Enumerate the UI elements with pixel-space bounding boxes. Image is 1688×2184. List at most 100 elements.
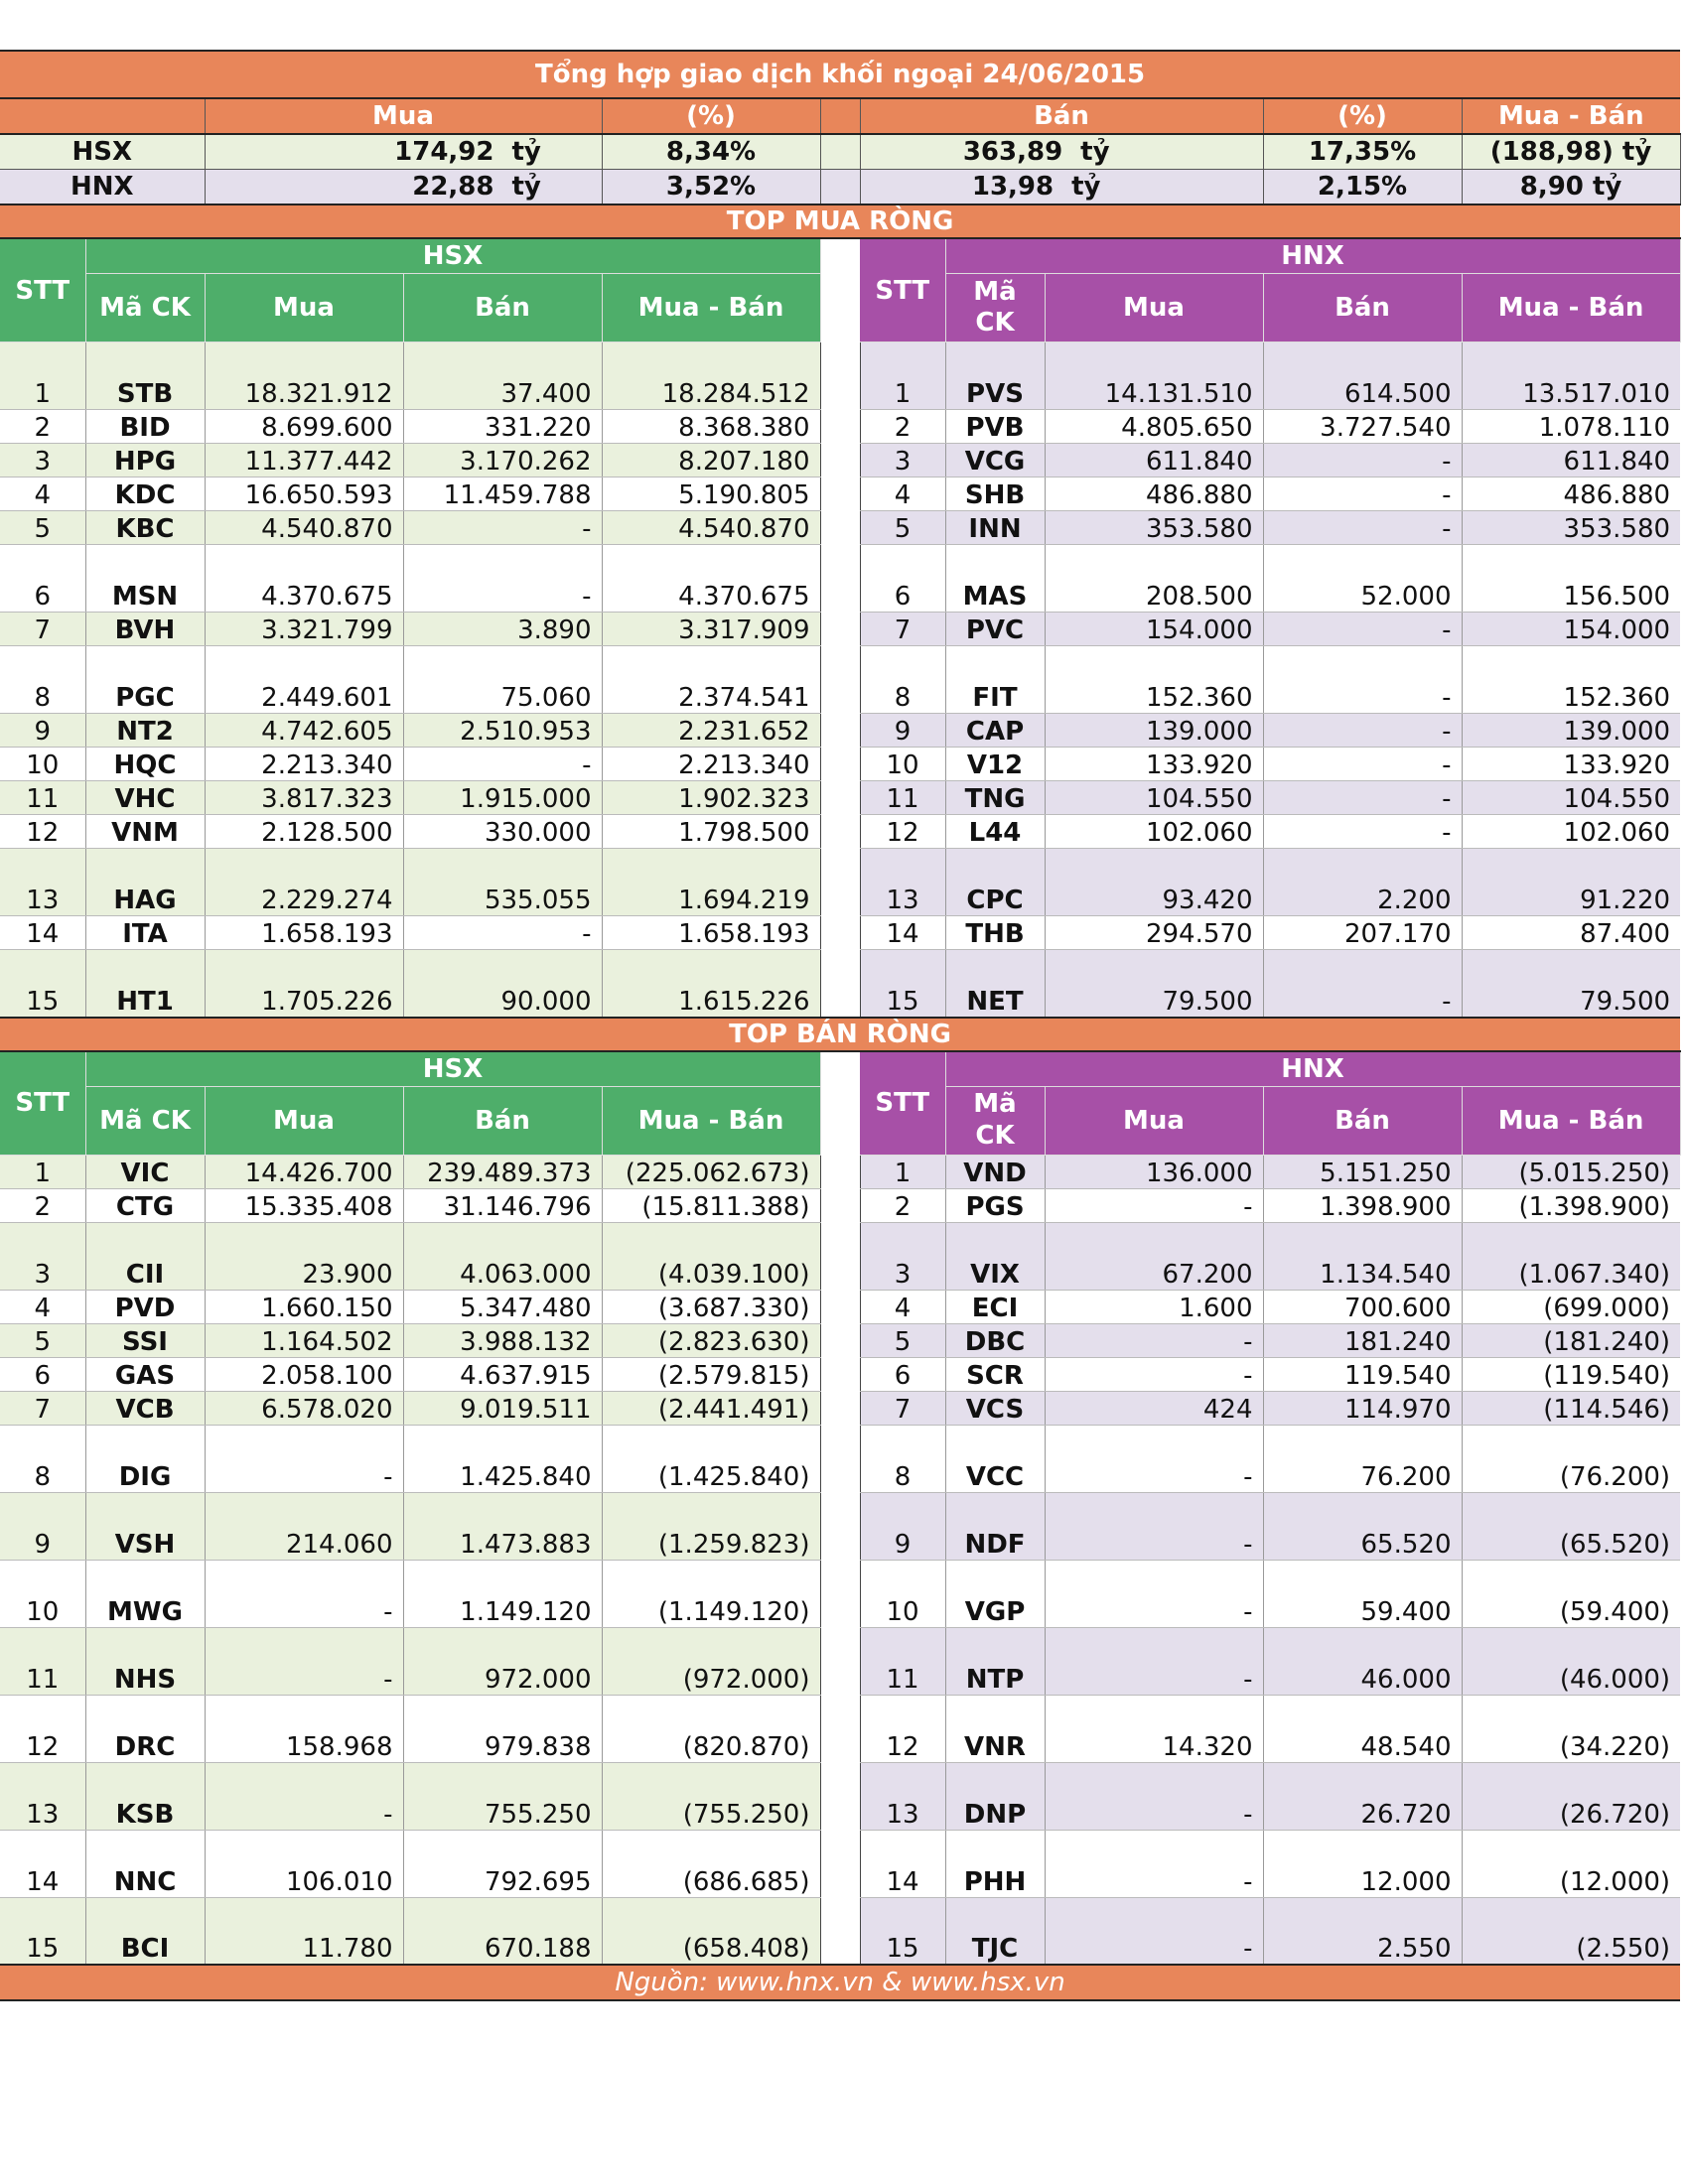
- summary-ban-unit: tỷ: [1080, 137, 1110, 167]
- column-gap: [820, 1050, 860, 1155]
- hsx-mua-header: Mua: [205, 1086, 404, 1156]
- row-gap: [820, 1188, 860, 1222]
- hsx-ban: 972.000: [403, 1627, 603, 1696]
- hsx-stt: 6: [0, 1357, 86, 1392]
- hsx-stt: 7: [0, 1391, 86, 1426]
- section-header-row: STT HSX STT HNX: [0, 238, 1681, 342]
- table-row: 8 PGC 2.449.601 75.060 2.374.541 8 FIT 152.360-…: [0, 645, 1681, 714]
- summary-ban-unit: tỷ: [1071, 172, 1101, 202]
- hnx-ban: 48.540: [1263, 1695, 1463, 1763]
- table-row: 9 NT2 4.742.605 2.510.953 2.231.652 9 CAP 139.0…: [0, 713, 1681, 748]
- row-gap: [820, 1323, 860, 1357]
- hsx-code: BCI: [85, 1897, 206, 1966]
- hsx-ban: 755.250: [403, 1762, 603, 1831]
- hsx-net: (1.425.840): [602, 1425, 821, 1493]
- hsx-stt-header: STT: [0, 238, 86, 342]
- row-gap: [820, 443, 860, 478]
- hnx-code: VCG: [945, 443, 1046, 478]
- table-row: 3 CII 23.900 4.063.000 (4.039.100) 3 VIX 67.200…: [0, 1222, 1681, 1291]
- table-row: 6 MSN 4.370.675-4.370.675 6 MAS 208.500 52.000…: [0, 544, 1681, 613]
- hnx-stt: 2: [859, 1188, 946, 1223]
- hsx-stt: 5: [0, 510, 86, 545]
- hnx-net: 91.220: [1462, 848, 1681, 916]
- hnx-net: 154.000: [1462, 612, 1681, 646]
- hnx-mua: 79.500: [1045, 949, 1264, 1018]
- hnx-mua: 14.131.510: [1045, 341, 1264, 410]
- hnx-ban-header: Bán: [1263, 1086, 1463, 1156]
- table-row: 4 KDC 16.650.593 11.459.788 5.190.805 4 SHB 486…: [0, 477, 1681, 511]
- hnx-stt: 1: [859, 341, 946, 410]
- hsx-mua: 18.321.912: [205, 341, 404, 410]
- summary-gap-cell: [820, 134, 861, 170]
- hsx-mua: 106.010: [205, 1830, 404, 1898]
- hnx-code: VCS: [945, 1391, 1046, 1426]
- hsx-stt: 11: [0, 1627, 86, 1696]
- hnx-net: (114.546): [1462, 1391, 1681, 1426]
- row-gap: [820, 1627, 860, 1695]
- hsx-code: NHS: [85, 1627, 206, 1696]
- hnx-ban: 12.000: [1263, 1830, 1463, 1898]
- hnx-ban: 52.000: [1263, 544, 1463, 613]
- hnx-ban: -: [1263, 612, 1463, 646]
- summary-ban-cell: 13,98 tỷ: [860, 169, 1264, 205]
- hsx-ban: 90.000: [403, 949, 603, 1018]
- hnx-code: DBC: [945, 1323, 1046, 1358]
- hsx-net: (755.250): [602, 1762, 821, 1831]
- summary-mua-pct: 8,34%: [602, 134, 821, 170]
- hnx-net: (59.400): [1462, 1560, 1681, 1628]
- hnx-ban: -: [1263, 780, 1463, 815]
- hsx-stt: 5: [0, 1323, 86, 1358]
- hsx-mua: 4.540.870: [205, 510, 404, 545]
- table-row: 5 SSI 1.164.502 3.988.132 (2.823.630) 5 DBC -18…: [0, 1323, 1681, 1358]
- hnx-ban: -: [1263, 747, 1463, 781]
- hnx-mua: -: [1045, 1357, 1264, 1392]
- hsx-mua: 2.213.340: [205, 747, 404, 781]
- hnx-stt: 8: [859, 645, 946, 714]
- hnx-code: ECI: [945, 1290, 1046, 1324]
- hnx-code: NDF: [945, 1492, 1046, 1561]
- row-gap: [820, 341, 860, 410]
- hnx-code: PVC: [945, 612, 1046, 646]
- hnx-mua: 611.840: [1045, 443, 1264, 478]
- hsx-stt: 1: [0, 1155, 86, 1189]
- row-gap: [820, 409, 860, 444]
- summary-mua-unit: tỷ: [511, 172, 541, 202]
- row-gap: [820, 544, 860, 613]
- hnx-net: (119.540): [1462, 1357, 1681, 1392]
- hnx-ban: 65.520: [1263, 1492, 1463, 1561]
- hnx-code: SHB: [945, 477, 1046, 511]
- hsx-code: ITA: [85, 915, 206, 950]
- hsx-code: BVH: [85, 612, 206, 646]
- hnx-net: 152.360: [1462, 645, 1681, 714]
- hsx-stt: 12: [0, 814, 86, 849]
- hsx-code: STB: [85, 341, 206, 410]
- hnx-mua: 93.420: [1045, 848, 1264, 916]
- hsx-stt: 14: [0, 1830, 86, 1898]
- hnx-net: (76.200): [1462, 1425, 1681, 1493]
- section-title: TOP BÁN RÒNG: [0, 1016, 1681, 1052]
- summary-mua-value: 22,88: [412, 172, 494, 202]
- summary-row: HNX 22,88 tỷ 3,52% 13,98 tỷ 2,15% 8,90 tỷ: [0, 169, 1681, 205]
- hsx-stt: 8: [0, 1425, 86, 1493]
- hsx-net: 4.540.870: [602, 510, 821, 545]
- hnx-stt: 3: [859, 1222, 946, 1291]
- hnx-code-header: Mã CK: [945, 273, 1046, 342]
- hsx-mua: 2.449.601: [205, 645, 404, 714]
- foreign-trading-report: Tổng hợp giao dịch khối ngoại 24/06/2015…: [0, 50, 1681, 2001]
- hsx-net: 8.368.380: [602, 409, 821, 444]
- summary-mua-cell: 22,88 tỷ: [205, 169, 603, 205]
- hsx-code: NNC: [85, 1830, 206, 1898]
- hsx-stt: 1: [0, 341, 86, 410]
- hsx-mua: 11.780: [205, 1897, 404, 1966]
- hsx-code: MSN: [85, 544, 206, 613]
- hnx-mua: 136.000: [1045, 1155, 1264, 1189]
- row-gap: [820, 1830, 860, 1897]
- row-gap: [820, 780, 860, 815]
- hsx-ban: 330.000: [403, 814, 603, 849]
- row-gap: [820, 612, 860, 646]
- hsx-net-header: Mua - Bán: [602, 1086, 821, 1156]
- hsx-code: KBC: [85, 510, 206, 545]
- hnx-mua: 139.000: [1045, 713, 1264, 748]
- hsx-mua: 6.578.020: [205, 1391, 404, 1426]
- hnx-ban: 5.151.250: [1263, 1155, 1463, 1189]
